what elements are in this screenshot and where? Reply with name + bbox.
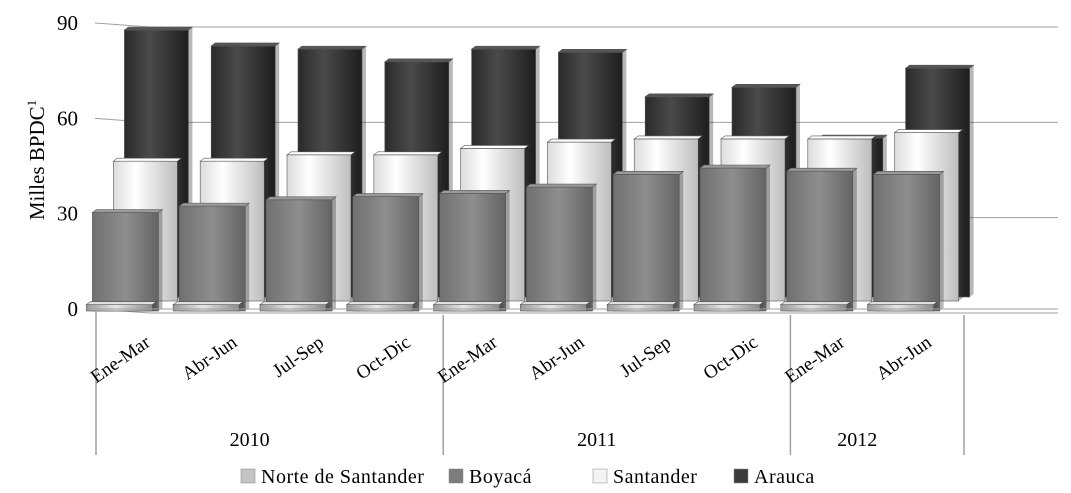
category-label: Ene-Mar	[87, 332, 155, 388]
y-tick-label: 60	[57, 106, 78, 130]
year-label: 2012	[837, 429, 877, 451]
legend-label: Santander	[613, 466, 697, 488]
bar-norte-de-santander	[172, 301, 245, 312]
legend-swatch	[733, 468, 749, 484]
y-axis-label: Milles BPDC1	[24, 100, 49, 220]
bar-boyaca	[178, 202, 251, 312]
legend-swatch	[592, 468, 608, 484]
legend-item-arauca: Arauca	[733, 466, 815, 488]
bar-norte-de-santander	[345, 301, 418, 312]
category-labels: Ene-Mar Abr-Jun Jul-Sep Oct-Dic Ene-Mar Abr-J…	[87, 332, 936, 388]
bar-boyaca	[438, 190, 511, 312]
legend-swatch	[240, 468, 256, 484]
bar-norte-de-santander	[259, 301, 331, 312]
legend: Norte de Santander Boyacá Santander Arauca	[240, 466, 815, 488]
y-tick-label: 0	[68, 297, 79, 321]
bar-boyaca	[351, 193, 424, 312]
year-group-labels: 2010 2011 2012	[230, 429, 878, 451]
category-label: Abr-Jun	[873, 332, 936, 385]
category-label: Oct-Dic	[352, 332, 414, 384]
legend-label: Arauca	[754, 466, 815, 488]
bar-boyaca	[612, 171, 685, 312]
bar-boyaca	[525, 183, 598, 312]
category-label: Ene-Mar	[434, 332, 502, 388]
category-label: Ene-Mar	[781, 332, 849, 388]
y-tick-label: 30	[57, 202, 78, 226]
bar-boyaca	[91, 209, 164, 312]
legend-label: Boyacá	[469, 466, 532, 488]
bar-norte-de-santander	[606, 301, 679, 312]
bar-norte-de-santander	[779, 301, 852, 312]
category-label: Abr-Jun	[178, 332, 241, 385]
x-axis	[95, 308, 1058, 455]
bar-norte-de-santander	[866, 301, 939, 312]
category-label: Jul-Sep	[269, 332, 328, 382]
category-label: Jul-Sep	[616, 332, 675, 382]
category-label: Oct-Dic	[700, 332, 762, 384]
bar-boyaca	[785, 167, 858, 312]
bar-norte-de-santander	[85, 301, 158, 312]
gridline	[94, 22, 1058, 28]
y-tick-label: 90	[57, 11, 78, 35]
bar-boyaca	[699, 164, 771, 312]
bar-norte-de-santander	[693, 301, 765, 312]
bar-boyaca	[265, 196, 337, 312]
year-label: 2011	[577, 429, 616, 451]
category-label: Abr-Jun	[526, 332, 589, 385]
bar-boyaca	[872, 171, 945, 312]
bar-norte-de-santander	[432, 301, 505, 312]
bar-norte-de-santander	[519, 301, 592, 312]
y-axis-ticks: 0 30 60 90	[57, 11, 78, 321]
legend-label: Norte de Santander	[261, 466, 424, 488]
year-label: 2010	[230, 429, 270, 451]
bars	[85, 26, 975, 312]
legend-item-santander: Santander	[592, 466, 697, 488]
legend-item-boyaca: Boyacá	[448, 466, 532, 488]
legend-swatch	[448, 468, 464, 484]
legend-item-norte-de-santander: Norte de Santander	[240, 466, 424, 488]
